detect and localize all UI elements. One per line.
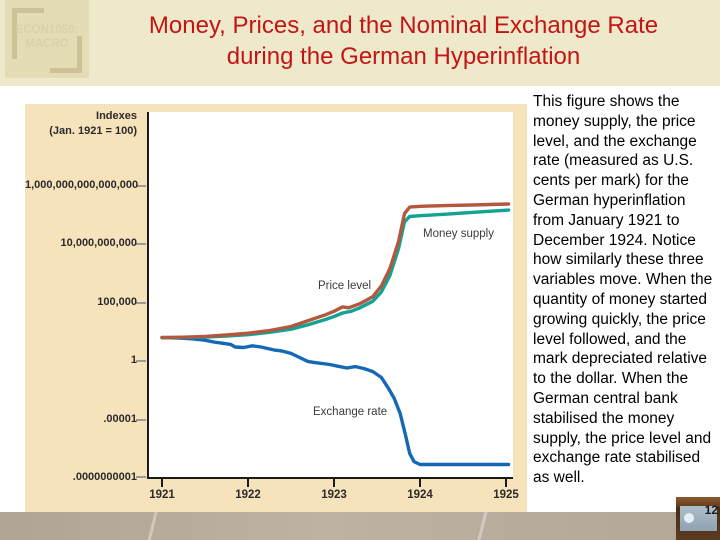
- y-tick-label: .00001: [103, 412, 137, 425]
- plot-area: [148, 112, 513, 478]
- x-tick-mark: [161, 478, 163, 487]
- thumbnail-image: [680, 506, 717, 531]
- y-tick-mark: [136, 301, 146, 304]
- y-tick-mark: [136, 243, 146, 245]
- x-tick-mark: [333, 478, 335, 487]
- logo-bracket-bottom-right-icon: [50, 36, 82, 73]
- figure-description: This figure shows the money supply, the …: [533, 93, 713, 487]
- y-tick-mark: [136, 418, 146, 421]
- chart-panel: Indexes (Jan. 1921 = 100) Exchange rate M…: [25, 104, 527, 514]
- y-tick-label: 1: [130, 354, 137, 366]
- x-tick-mark: [419, 478, 421, 487]
- slide-header: ECON1050: MACRO Money, Prices, and the N…: [0, 0, 720, 86]
- y-tick-label: 10,000,000,000: [60, 237, 137, 249]
- line-exchange-rate: [160, 335, 511, 467]
- series-label-money-supply: Money supply: [423, 228, 494, 240]
- logo-text: ECON1050: MACRO: [5, 23, 89, 51]
- logo-line1: ECON1050:: [15, 24, 79, 36]
- x-tick-mark: [247, 478, 249, 487]
- slide-title: Money, Prices, and the Nominal Exchange …: [95, 10, 712, 72]
- y-tick-mark: [136, 360, 146, 362]
- logo-line2: MACRO: [25, 38, 69, 50]
- slide-thumbnail: 12: [676, 497, 720, 540]
- y-axis-title: Indexes (Jan. 1921 = 100): [25, 109, 137, 139]
- background-photo-strip: [0, 512, 720, 540]
- x-tick-label: 1923: [321, 489, 347, 501]
- line-price-level: [160, 202, 511, 340]
- x-tick-label: 1921: [149, 489, 175, 501]
- y-tick-label: 100,000: [97, 295, 137, 308]
- logo-bracket-top-left-icon: [12, 8, 44, 59]
- x-tick-label: 1922: [235, 489, 261, 501]
- y-axis-title-line2: (Jan. 1921 = 100): [49, 125, 137, 137]
- y-tick-label: 1,000,000,000,000,000: [25, 178, 139, 191]
- y-tick-label: .0000000001: [72, 471, 137, 483]
- series-label-price-level: Price level: [318, 280, 372, 292]
- x-tick-label: 1925: [493, 489, 519, 501]
- thumbnail-dot-icon: [684, 513, 694, 523]
- series-label-exchange-rate: Exchange rate: [313, 406, 388, 418]
- y-tick-mark: [136, 184, 146, 187]
- slide-title-line2: during the German Hyperinflation: [226, 43, 581, 70]
- slide-title-line1: Money, Prices, and the Nominal Exchange …: [148, 12, 659, 39]
- x-tick-mark: [505, 478, 507, 487]
- page-number: 12: [704, 503, 718, 517]
- y-axis-title-line1: Indexes: [96, 110, 137, 122]
- axis-lines: [147, 112, 513, 479]
- y-tick-mark: [136, 476, 146, 478]
- chart-lines: [147, 112, 513, 479]
- course-logo: ECON1050: MACRO: [5, 0, 89, 78]
- x-tick-label: 1924: [407, 489, 433, 501]
